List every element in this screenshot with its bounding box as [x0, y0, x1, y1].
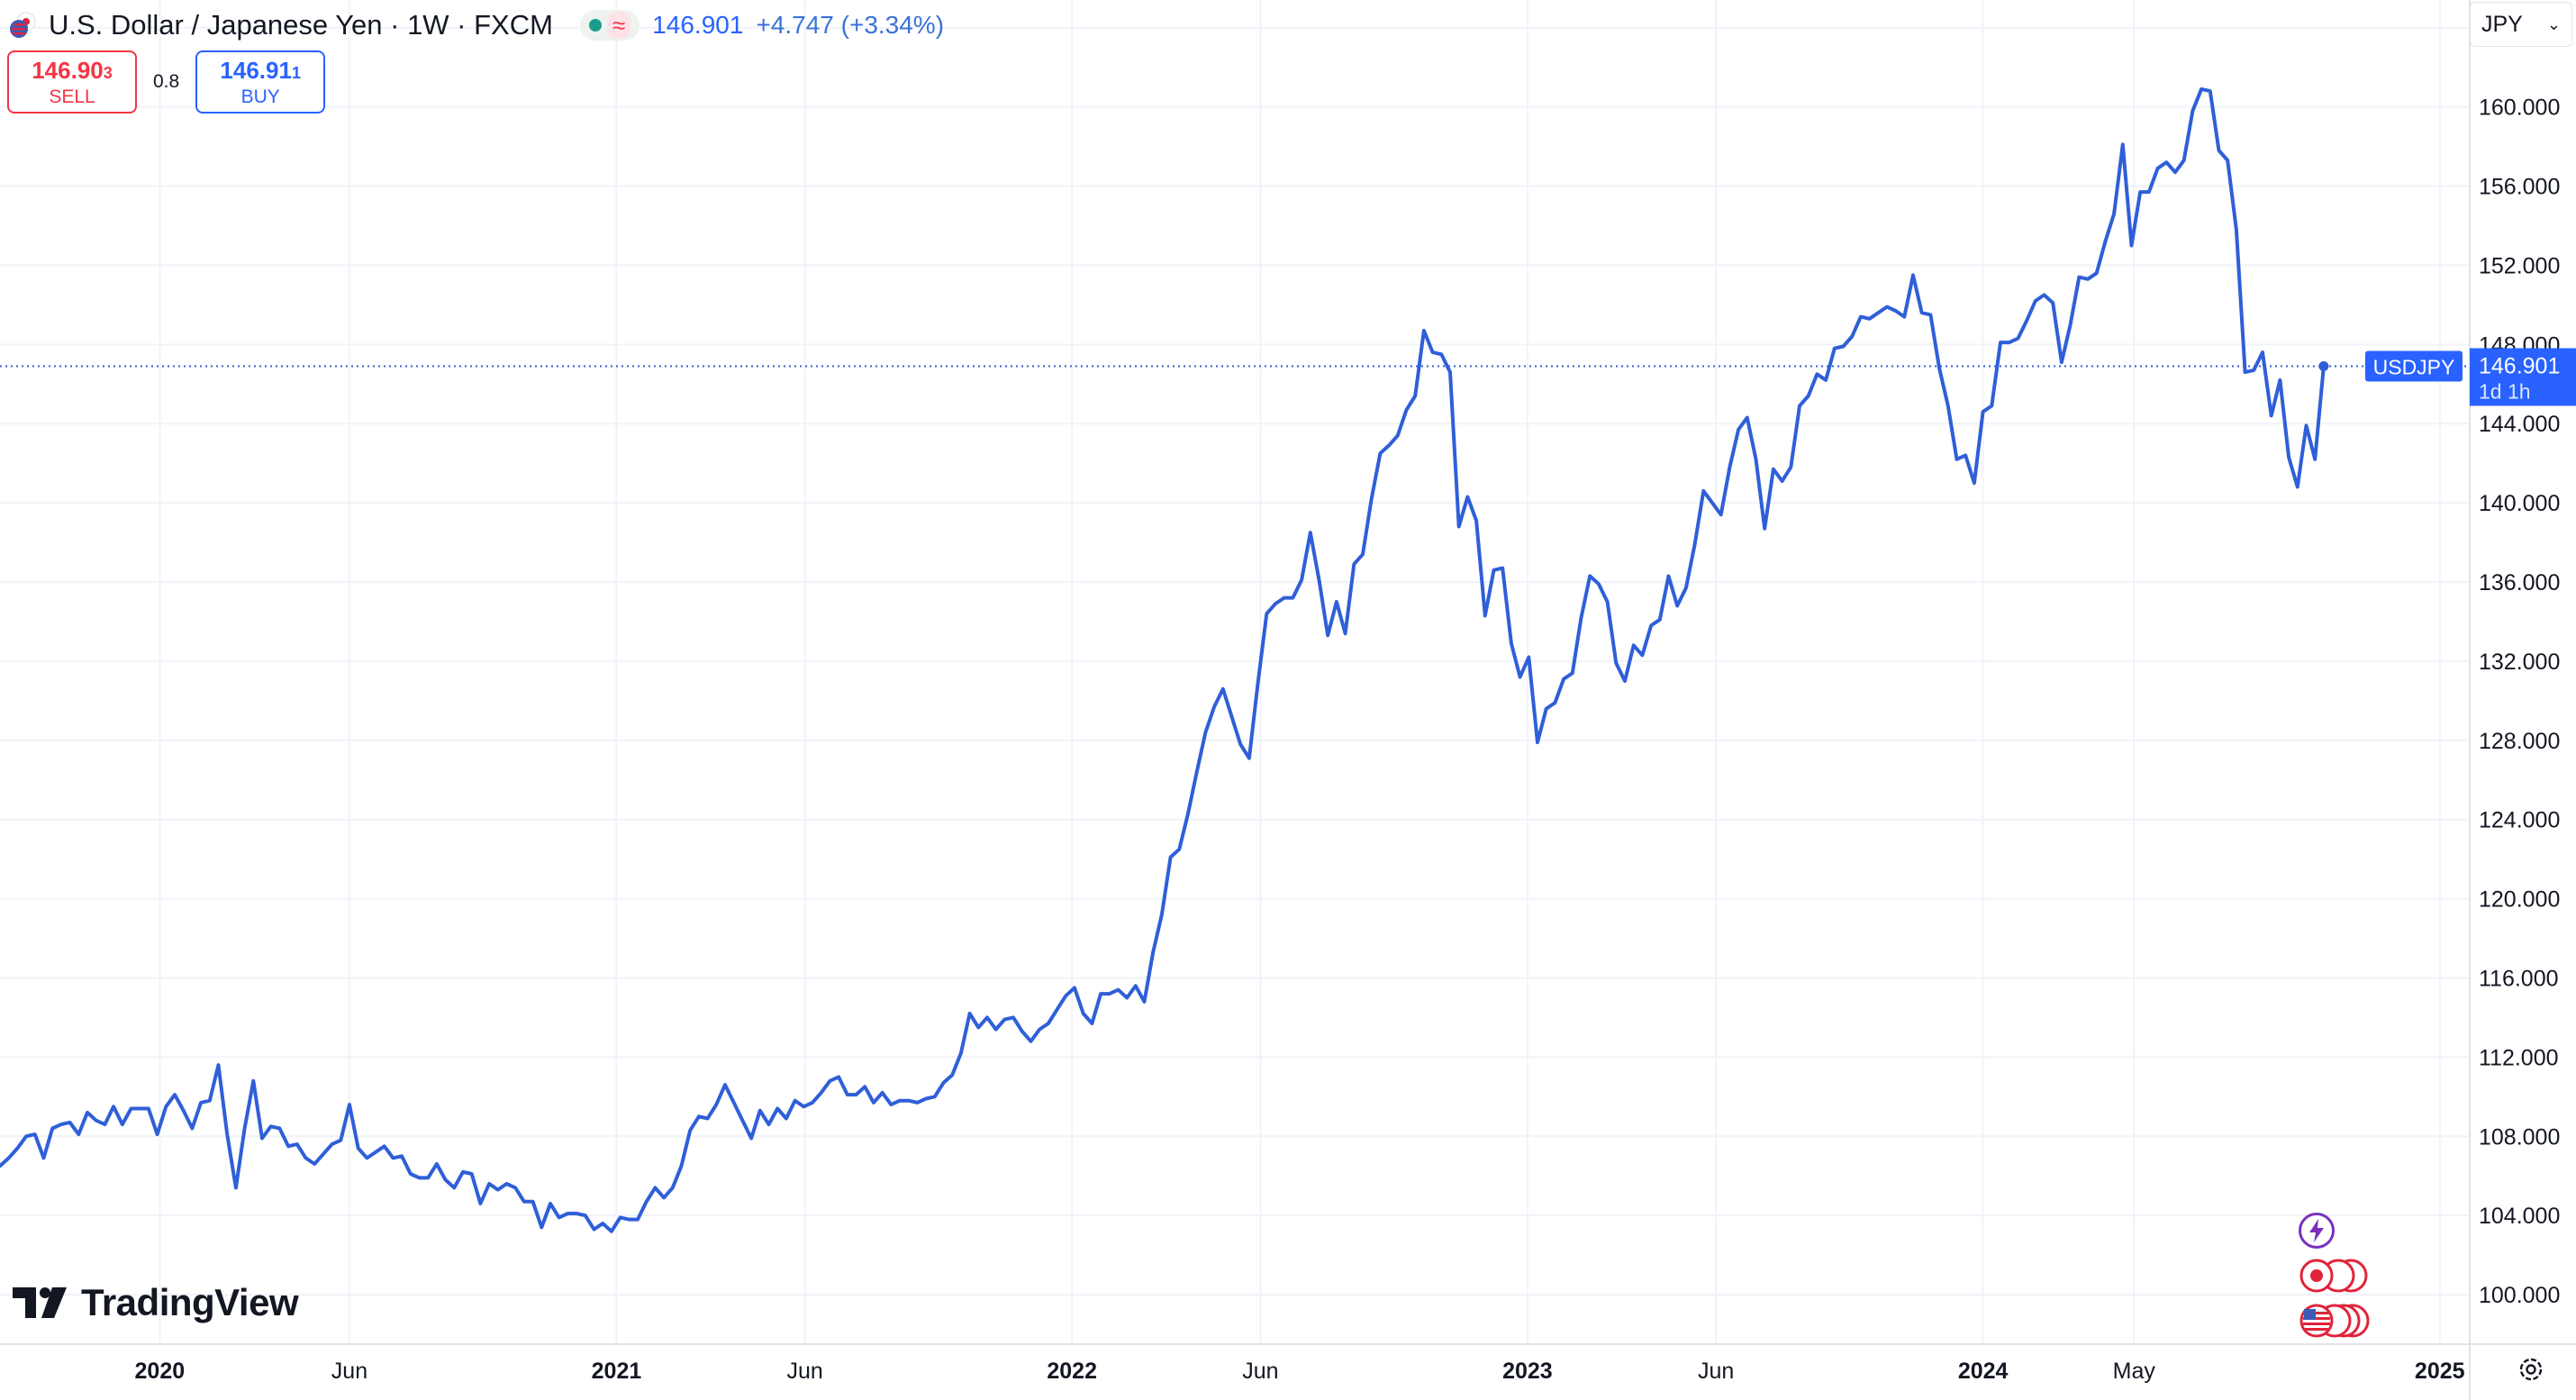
buy-price: 146.911: [220, 56, 301, 84]
x-tick-label: Jun: [331, 1359, 367, 1384]
y-tick-label: 152.000: [2479, 253, 2560, 278]
x-tick-label: Jun: [1242, 1359, 1278, 1384]
price-series: [0, 86, 2329, 1233]
symbol-tag-text: USDJPY: [2373, 355, 2455, 378]
y-tick-label: 132.000: [2479, 650, 2560, 675]
y-tick-label: 112.000: [2479, 1045, 2559, 1070]
us-event-icon[interactable]: [2299, 1303, 2374, 1339]
chart-grid: [0, 0, 2470, 1344]
y-tick-label: 156.000: [2479, 175, 2560, 200]
market-status-pill[interactable]: ≈: [579, 10, 640, 41]
currency-select[interactable]: JPY ⌄: [2470, 2, 2572, 47]
y-tick-label: 108.000: [2479, 1124, 2560, 1150]
last-point-marker: [2318, 361, 2329, 372]
x-tick-label: Jun: [787, 1359, 823, 1384]
trade-panel: 146.903 SELL 0.8 146.911 BUY: [7, 50, 326, 114]
usdjpy-line: [0, 86, 2326, 1233]
currency-value: JPY: [2481, 11, 2523, 37]
y-tick-label: 124.000: [2479, 808, 2560, 833]
y-tick-label: 120.000: [2479, 887, 2560, 913]
last-price: 146.901: [652, 11, 744, 39]
tradingview-logo-icon: [13, 1287, 67, 1318]
wave-icon: ≈: [606, 12, 631, 39]
price-change: +4.747 (+3.34%): [756, 11, 945, 39]
y-tick-label: 104.000: [2479, 1204, 2560, 1229]
x-tick-label: 2020: [135, 1359, 186, 1384]
sell-button[interactable]: 146.903 SELL: [7, 50, 137, 114]
y-tick-label: 140.000: [2479, 491, 2560, 516]
market-open-dot-icon: [588, 19, 602, 32]
countdown-text: 1d 1h: [2479, 379, 2531, 403]
x-tick-label: 2021: [592, 1359, 642, 1384]
symbol-title[interactable]: U.S. Dollar / Japanese Yen · 1W · FXCM: [49, 9, 553, 41]
chart-header: U.S. Dollar / Japanese Yen · 1W · FXCM ≈…: [9, 5, 944, 45]
y-tick-label: 136.000: [2479, 570, 2560, 595]
x-tick-label: 2023: [1502, 1359, 1553, 1384]
settings-icon[interactable]: [2513, 1351, 2549, 1387]
x-tick-label: 2025: [2415, 1359, 2465, 1384]
chevron-down-icon: ⌄: [2546, 14, 2561, 33]
x-tick-label: Jun: [1698, 1359, 1734, 1384]
y-tick-label: 128.000: [2479, 729, 2560, 754]
time-axis[interactable]: Jul2020Jun2021Jun2022Jun2023Jun2024May20…: [0, 1343, 2576, 1384]
axis-price-text: 146.901: [2479, 353, 2560, 378]
x-tick-label: May: [2113, 1359, 2156, 1384]
us-japan-flag-icon: [9, 12, 36, 39]
y-tick-label: 100.000: [2479, 1283, 2560, 1308]
sell-price: 146.903: [32, 56, 113, 84]
buy-label: BUY: [240, 86, 280, 107]
y-tick-label: 144.000: [2479, 412, 2560, 437]
spread-value: 0.8: [153, 71, 180, 92]
y-tick-label: 116.000: [2479, 966, 2559, 991]
price-axis[interactable]: 100.000 104.000 108.000 112.000 116.000 120.0…: [2469, 0, 2560, 1400]
symbol-price-tag: [2365, 350, 2463, 382]
sell-label: SELL: [49, 86, 95, 107]
lightning-event-icon[interactable]: [2299, 1213, 2335, 1249]
logo-text: TradingView: [81, 1281, 299, 1323]
axis-price-tag: [2470, 348, 2576, 406]
tradingview-logo[interactable]: TradingView: [13, 1281, 299, 1324]
x-tick-label: 2024: [1958, 1359, 2009, 1384]
buy-button[interactable]: 146.911 BUY: [195, 50, 326, 114]
japan-event-icon[interactable]: [2299, 1258, 2374, 1294]
x-tick-label: 2022: [1047, 1359, 1097, 1384]
y-tick-label: 160.000: [2479, 95, 2560, 121]
